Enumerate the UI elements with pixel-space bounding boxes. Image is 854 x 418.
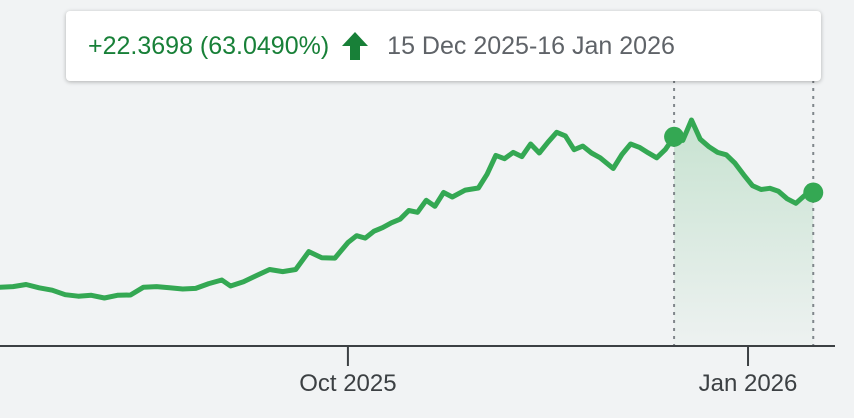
x-tick-label: Oct 2025 [299, 370, 396, 397]
price-line [0, 117, 816, 301]
date-range-text: 15 Dec 2025-16 Jan 2026 [387, 31, 675, 60]
selection-area [674, 120, 814, 346]
arrow-up-icon [341, 31, 369, 61]
selection-end-point[interactable] [803, 182, 824, 203]
price-change-text: +22.3698 (63.0490%) [88, 31, 330, 60]
selection-start-point[interactable] [664, 126, 685, 147]
x-tick-label: Jan 2026 [699, 370, 798, 397]
range-tooltip: +22.3698 (63.0490%) 15 Dec 2025-16 Jan 2… [66, 11, 821, 81]
